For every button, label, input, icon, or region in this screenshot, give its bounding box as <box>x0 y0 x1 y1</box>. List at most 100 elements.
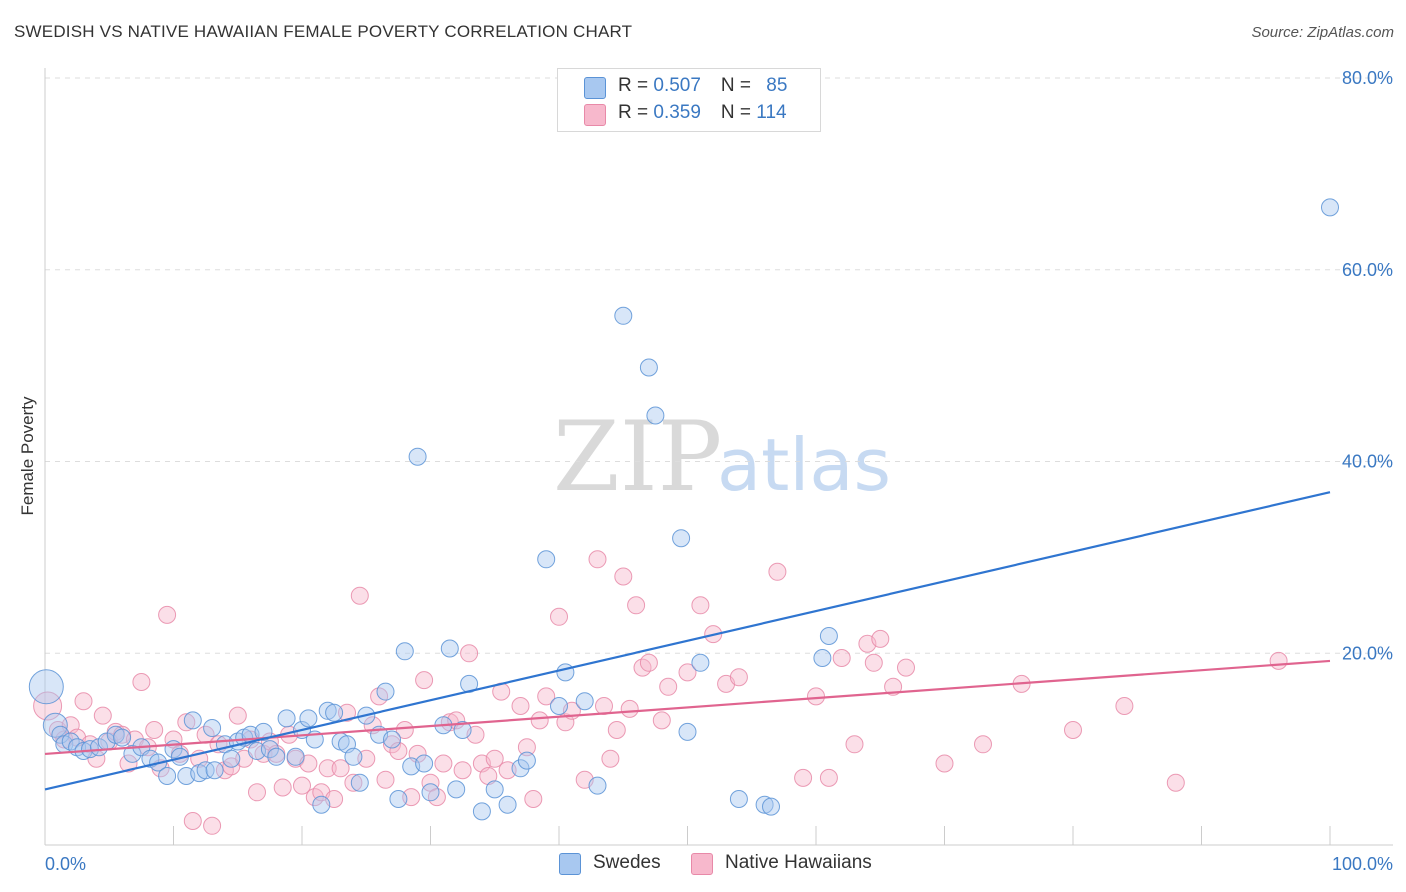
swede-point <box>511 759 530 778</box>
swedes-r-value: 0.507 <box>653 75 701 96</box>
swede-point <box>415 754 434 773</box>
swede-point <box>537 550 556 569</box>
hawaiian-point <box>203 816 222 835</box>
swede-point <box>183 711 202 730</box>
swedes-n-label: N = <box>720 75 757 96</box>
swede-point <box>376 682 395 701</box>
hawaiian-point <box>794 768 813 787</box>
hawaiian-point <box>864 653 883 672</box>
swede-point <box>113 728 132 747</box>
swede-point <box>691 653 710 672</box>
swede-point <box>254 722 273 741</box>
hawaiian-point <box>691 596 710 615</box>
axes <box>44 68 1393 846</box>
hawaiians-n-value: 114 <box>756 102 787 123</box>
swede-point <box>646 406 665 425</box>
hawaiian-point <box>935 754 954 773</box>
hawaiian-point <box>145 721 164 739</box>
correlation-legend: R = 0.507 N = 85 R = 0.359 N = 114 <box>557 68 821 132</box>
swede-point <box>299 709 318 728</box>
swede-point <box>312 795 331 814</box>
swede-point <box>318 701 337 720</box>
swede-point <box>498 795 517 814</box>
hawaiian-point <box>807 687 825 706</box>
swede-point <box>389 790 408 808</box>
hawaiian-point <box>1269 651 1288 670</box>
hawaiian-point <box>293 776 311 795</box>
swede-point <box>123 744 142 763</box>
hawaiian-point <box>460 644 479 663</box>
series-native-hawaiians <box>33 550 1288 835</box>
chart-source: Source: ZipAtlas.com <box>1251 24 1394 41</box>
hawaiian-point <box>768 562 787 581</box>
hawaiian-point <box>845 735 864 754</box>
hawaiian-point <box>331 759 350 778</box>
swede-point <box>453 721 472 739</box>
hawaiian-point <box>633 658 652 677</box>
trend-lines <box>44 491 1331 791</box>
watermark: ZIP atlas <box>553 401 891 513</box>
swede-point <box>267 747 286 766</box>
hawaiian-point <box>228 706 247 725</box>
chart-title: SWEDISH VS NATIVE HAWAIIAN FEMALE POVERT… <box>14 22 633 41</box>
swede-point <box>383 730 401 749</box>
swede-point <box>51 725 70 744</box>
swede-point <box>485 780 504 799</box>
hawaiian-point <box>453 761 472 780</box>
hawaiian-point <box>537 687 556 706</box>
tick-labels: 20.0% 40.0% 60.0% 80.0% 0.0% 100.0% <box>45 68 1393 874</box>
hawaiian-point <box>318 759 337 778</box>
hawaiian-point <box>485 749 504 768</box>
hawaiian-point <box>819 768 838 787</box>
swede-point <box>222 749 241 768</box>
swede-point <box>813 649 832 667</box>
hawaiian-point <box>427 788 446 807</box>
x-tick-label: 0.0% <box>45 854 86 874</box>
swede-point <box>158 767 177 785</box>
swede-point <box>408 447 427 466</box>
swede-point <box>575 692 594 711</box>
swedes-legend-label: Swedes <box>593 852 661 873</box>
hawaiian-point <box>395 721 414 739</box>
hawaiian-point <box>524 790 543 808</box>
hawaiian-point <box>183 812 202 830</box>
watermark-zip: ZIP <box>553 401 722 513</box>
swede-point <box>819 627 838 645</box>
swede-point <box>550 697 568 715</box>
watermark-atlas: atlas <box>717 423 891 507</box>
swede-point <box>614 306 633 325</box>
swede-point <box>678 722 697 741</box>
hawaiian-point <box>974 735 992 754</box>
hawaiian-point <box>639 653 658 672</box>
swede-point <box>205 761 224 780</box>
hawaiian-point <box>1064 721 1082 739</box>
swede-point <box>286 747 305 766</box>
swede-point <box>277 709 296 728</box>
y-tick-label: 60.0% <box>1342 260 1393 280</box>
hawaiians-swatch <box>584 104 606 126</box>
swede-point <box>42 712 68 738</box>
hawaiian-point <box>1115 697 1134 715</box>
hawaiian-point <box>177 713 196 732</box>
hawaiian-point <box>652 711 671 730</box>
hawaiian-point <box>415 671 434 690</box>
hawaiian-point <box>389 742 408 760</box>
hawaiian-point <box>93 706 112 725</box>
hawaiian-point <box>659 677 678 696</box>
swede-point <box>395 642 414 661</box>
hawaiian-point <box>376 770 395 789</box>
swede-point <box>421 783 440 802</box>
swede-point <box>755 795 774 814</box>
swede-point <box>325 703 344 722</box>
swede-point <box>672 529 691 548</box>
hawaiian-point <box>550 607 568 626</box>
swedes-swatch <box>584 77 606 99</box>
swede-point <box>440 639 459 658</box>
hawaiian-point <box>119 754 138 773</box>
swede-point <box>729 790 748 808</box>
swede-point <box>447 780 466 799</box>
y-tick-label: 80.0% <box>1342 68 1393 88</box>
hawaiian-point <box>344 773 363 792</box>
trend-line-hawaiians <box>44 659 1331 756</box>
hawaiian-point <box>871 629 890 648</box>
